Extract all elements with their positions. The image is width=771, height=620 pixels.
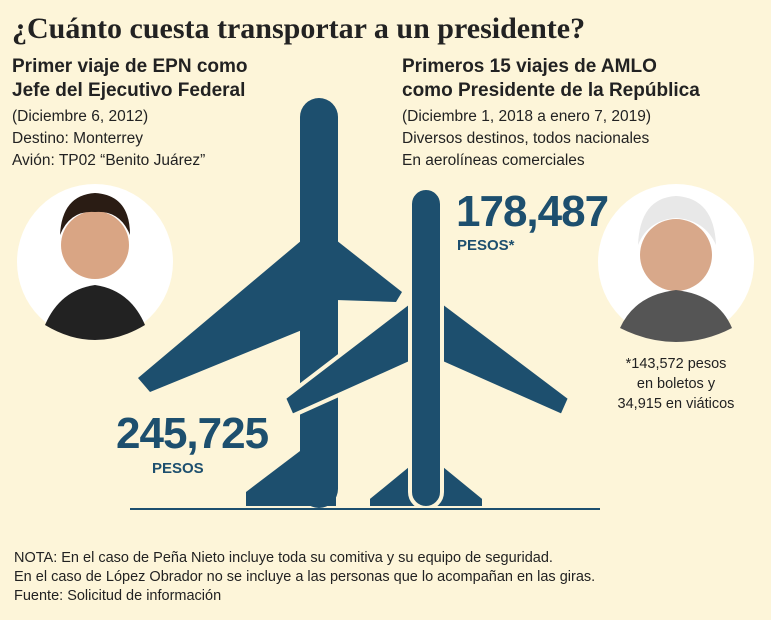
heading: Primer viaje de EPN como <box>12 56 248 77</box>
detail: Avión: TP02 “Benito Juárez” <box>12 152 205 169</box>
heading: Jefe del Ejecutivo Federal <box>12 80 245 101</box>
detail: Destino: Monterrey <box>12 130 143 147</box>
amount: 245,725 <box>116 409 269 458</box>
plane-amlo <box>281 186 573 510</box>
detail: (Diciembre 1, 2018 a enero 7, 2019) <box>402 108 651 125</box>
hair <box>60 193 130 235</box>
detail: Diversos destinos, todos nacionales <box>402 130 650 147</box>
footnote-line: *143,572 pesos <box>626 356 727 372</box>
right-text: Primeros 15 viajes de AMLO como President… <box>402 56 700 169</box>
footnote-line: en boletos y <box>637 376 716 392</box>
suit <box>620 290 732 342</box>
detail: En aerolíneas comerciales <box>402 152 585 169</box>
notes: NOTA: En el caso de Peña Nieto incluye t… <box>14 550 595 604</box>
heading: como Presidente de la República <box>402 80 700 101</box>
amount: 178,487 <box>456 187 608 236</box>
face <box>61 211 129 279</box>
hair <box>638 196 716 245</box>
suit <box>45 285 145 340</box>
left-text: Primer viaje de EPN como Jefe del Ejecuti… <box>12 56 248 169</box>
unit: PESOS* <box>457 237 515 254</box>
footnote: *143,572 pesos en boletos y 34,915 en viát… <box>618 356 735 412</box>
title: ¿Cuánto cuesta transportar a un presiden… <box>12 12 585 45</box>
note: NOTA: En el caso de Peña Nieto incluye t… <box>14 550 553 566</box>
heading: Primeros 15 viajes de AMLO <box>402 56 657 77</box>
note: En el caso de López Obrador no se incluy… <box>14 569 595 585</box>
detail: (Diciembre 6, 2012) <box>12 108 148 125</box>
footnote-line: 34,915 en viáticos <box>618 396 735 412</box>
face <box>640 219 712 291</box>
note: Fuente: Solicitud de información <box>14 588 221 604</box>
unit: PESOS <box>152 460 204 477</box>
